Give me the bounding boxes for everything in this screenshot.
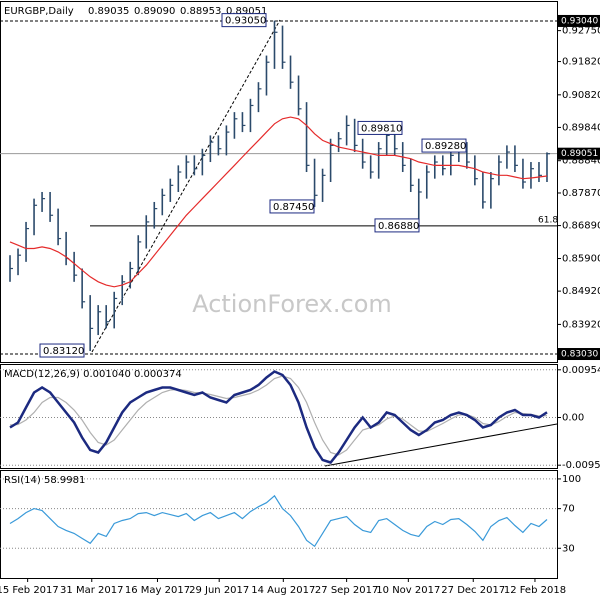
- annotation-box: [357, 120, 403, 135]
- price-marker: [558, 348, 600, 361]
- header-value: 0.89090: [134, 6, 175, 17]
- y-tick-label: 0.86890: [562, 221, 600, 232]
- panel-frame: [0, 1, 558, 363]
- y-tick-label: 0.92750: [562, 26, 600, 37]
- y-tick-label: 0.00: [562, 413, 584, 424]
- panel-frame: [0, 364, 558, 469]
- y-tick-label: 0.84920: [562, 286, 600, 297]
- x-tick-label: 10 Nov 2017: [376, 585, 440, 596]
- annotation-box: [421, 138, 467, 153]
- panel-title: RSI(14) 58.9981: [4, 475, 85, 486]
- y-tick-label: 0.91820: [562, 57, 600, 68]
- series-line: [9, 375, 548, 456]
- x-tick-label: 29 Jun 2017: [189, 585, 249, 596]
- header-value: 0.89035: [88, 6, 129, 17]
- annotation-label: 0.86880: [378, 221, 419, 232]
- price-marker: [558, 14, 600, 27]
- series-line: [9, 494, 548, 548]
- x-tick-label: 15 Feb 2017: [0, 585, 59, 596]
- series-line: [9, 370, 548, 464]
- y-tick-label: 0.89840: [562, 122, 600, 133]
- price-marker-label: 0.89051: [561, 149, 598, 159]
- fib-label: 61.8: [538, 216, 558, 226]
- annotation-box: [269, 199, 315, 214]
- annotation-box: [221, 13, 267, 28]
- y-tick-label: 30: [562, 543, 575, 554]
- annotation-box: [39, 343, 85, 358]
- annotation-label: 0.83120: [43, 346, 84, 357]
- annotation-label: 0.93050: [225, 16, 266, 27]
- price-marker-label: 0.83030: [561, 350, 598, 360]
- panel-frame: [0, 470, 558, 579]
- x-tick-label: 16 May 2017: [125, 585, 190, 596]
- y-tick-label: 0.83920: [562, 319, 600, 330]
- x-tick-label: 27 Dec 2017: [441, 585, 505, 596]
- panel-title: EURGBP,Daily: [4, 6, 74, 17]
- x-tick-label: 14 Aug 2017: [251, 585, 315, 596]
- trend-line: [324, 423, 558, 467]
- annotation-box: [374, 218, 420, 233]
- x-tick-label: 27 Sep 2017: [315, 585, 378, 596]
- annotation-label: 0.89280: [425, 141, 466, 152]
- y-tick-label: -0.009538: [562, 460, 600, 471]
- annotation-label: 0.89810: [361, 123, 402, 134]
- y-tick-label: 70: [562, 504, 575, 515]
- header-value: 0.88953: [180, 6, 221, 17]
- watermark: ActionForex.com: [192, 290, 392, 318]
- series-line: [9, 116, 548, 288]
- y-tick-label: 0.85900: [562, 254, 600, 265]
- x-tick-label: 31 Mar 2017: [60, 585, 123, 596]
- y-tick-label: 0.90820: [562, 90, 600, 101]
- header-value: 0.89051: [226, 6, 267, 17]
- y-tick-label: 0.88840: [562, 156, 600, 167]
- panel-title: MACD(12,26,9) 0.001040 0.000374: [4, 369, 182, 380]
- y-tick-label: 0.00954: [562, 365, 600, 376]
- price-marker: [558, 147, 600, 160]
- y-tick-label: 100: [562, 474, 581, 485]
- price-marker-label: 0.93040: [561, 16, 598, 26]
- annotation-label: 0.87450: [273, 202, 314, 213]
- trend-line: [91, 19, 281, 353]
- x-tick-label: 12 Feb 2018: [504, 585, 566, 596]
- y-tick-label: 0.87870: [562, 188, 600, 199]
